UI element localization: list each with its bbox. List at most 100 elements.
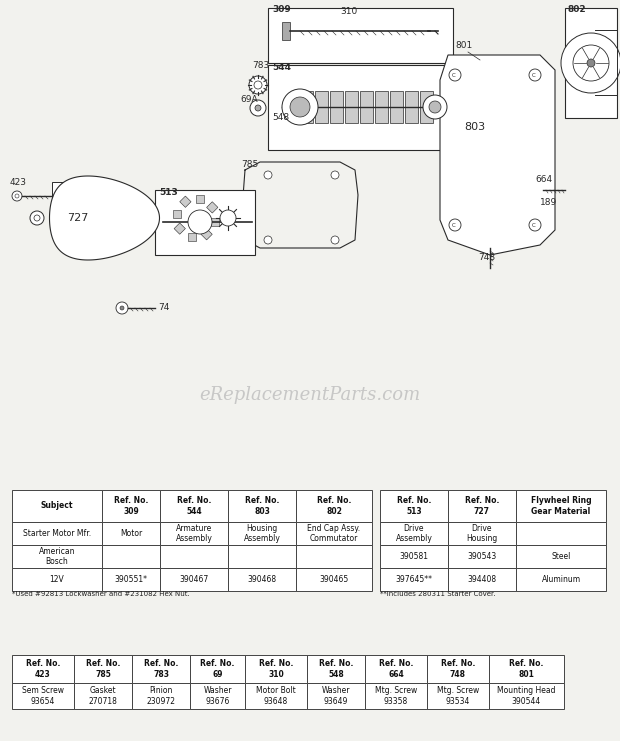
- Bar: [12, 683, 74, 709]
- Text: 803: 803: [464, 122, 485, 132]
- Bar: [132, 683, 190, 709]
- Bar: [201, 229, 212, 240]
- Circle shape: [264, 236, 272, 244]
- Text: Pinion
230972: Pinion 230972: [146, 686, 175, 705]
- Bar: [427, 683, 489, 709]
- Text: **Includes 280311 Starter Cover.: **Includes 280311 Starter Cover.: [380, 591, 495, 597]
- Circle shape: [59, 186, 65, 192]
- Text: Ref. No.
783: Ref. No. 783: [144, 659, 178, 679]
- Text: 390465: 390465: [319, 575, 348, 584]
- Circle shape: [529, 219, 541, 231]
- Bar: [12, 568, 102, 591]
- Text: 785: 785: [241, 160, 259, 169]
- Bar: [268, 65, 448, 150]
- Bar: [228, 490, 296, 522]
- Bar: [420, 91, 433, 123]
- Circle shape: [59, 201, 65, 207]
- Text: Drive
Housing: Drive Housing: [466, 524, 498, 543]
- Bar: [155, 190, 255, 255]
- Text: *Used #92813 Lockwasher and #231082 Hex Nut.: *Used #92813 Lockwasher and #231082 Hex …: [12, 591, 190, 597]
- Circle shape: [264, 171, 272, 179]
- Bar: [365, 683, 427, 709]
- Text: Ref. No.
513: Ref. No. 513: [397, 496, 431, 516]
- Bar: [12, 545, 102, 568]
- Bar: [12, 522, 102, 545]
- Text: Ref. No.
727: Ref. No. 727: [465, 496, 499, 516]
- Text: 69A: 69A: [240, 95, 258, 104]
- Circle shape: [188, 210, 212, 234]
- Text: 390467: 390467: [179, 575, 208, 584]
- Text: Ref. No.
748: Ref. No. 748: [441, 659, 475, 679]
- Bar: [160, 545, 228, 568]
- Bar: [174, 223, 185, 234]
- Text: C: C: [532, 223, 536, 228]
- Text: 394408: 394408: [467, 575, 497, 584]
- Text: 390551*: 390551*: [115, 575, 148, 584]
- Bar: [516, 490, 606, 522]
- Circle shape: [120, 306, 124, 310]
- Text: Armature
Assembly: Armature Assembly: [175, 524, 213, 543]
- Circle shape: [34, 215, 40, 221]
- Text: 548: 548: [272, 113, 289, 122]
- Polygon shape: [440, 55, 555, 255]
- Text: 423: 423: [10, 178, 27, 187]
- Circle shape: [331, 171, 339, 179]
- Bar: [330, 91, 343, 123]
- Bar: [160, 522, 228, 545]
- Circle shape: [429, 101, 441, 113]
- Text: Ref. No.
785: Ref. No. 785: [86, 659, 120, 679]
- Bar: [102, 522, 160, 545]
- Text: 397645**: 397645**: [396, 575, 433, 584]
- Text: 309: 309: [272, 5, 291, 14]
- Bar: [228, 568, 296, 591]
- Bar: [160, 568, 228, 591]
- Bar: [380, 568, 448, 591]
- Bar: [282, 22, 290, 40]
- Bar: [345, 91, 358, 123]
- Circle shape: [561, 33, 620, 93]
- Bar: [390, 91, 403, 123]
- Bar: [188, 233, 196, 241]
- Text: 189: 189: [540, 198, 557, 207]
- Bar: [160, 490, 228, 522]
- Bar: [540, 186, 545, 194]
- Text: 748: 748: [478, 253, 495, 262]
- Text: 513: 513: [159, 188, 178, 197]
- Bar: [132, 655, 190, 683]
- Bar: [196, 195, 204, 203]
- Bar: [102, 490, 160, 522]
- Bar: [296, 568, 372, 591]
- Circle shape: [255, 105, 261, 111]
- Text: Ref. No.
802: Ref. No. 802: [317, 496, 351, 516]
- Bar: [427, 655, 489, 683]
- Bar: [52, 182, 72, 210]
- Bar: [12, 655, 74, 683]
- Text: Ref. No.
69: Ref. No. 69: [200, 659, 235, 679]
- Text: 390468: 390468: [247, 575, 277, 584]
- Text: Washer
93676: Washer 93676: [203, 686, 232, 705]
- Bar: [380, 522, 448, 545]
- Text: Starter Motor Mfr.: Starter Motor Mfr.: [23, 529, 91, 538]
- Text: 801: 801: [455, 41, 472, 50]
- Bar: [268, 8, 453, 63]
- Bar: [489, 655, 564, 683]
- Circle shape: [449, 69, 461, 81]
- Text: Motor: Motor: [120, 529, 142, 538]
- Text: Ref. No.
544: Ref. No. 544: [177, 496, 211, 516]
- Bar: [296, 490, 372, 522]
- Text: 727: 727: [68, 213, 89, 223]
- Text: 664: 664: [535, 175, 552, 184]
- Text: Mtg. Screw
93534: Mtg. Screw 93534: [437, 686, 479, 705]
- Bar: [448, 568, 516, 591]
- Circle shape: [12, 191, 22, 201]
- Text: Ref. No.
423: Ref. No. 423: [26, 659, 60, 679]
- Text: Washer
93649: Washer 93649: [322, 686, 350, 705]
- Text: C: C: [452, 73, 456, 78]
- Text: Mtg. Screw
93358: Mtg. Screw 93358: [375, 686, 417, 705]
- Bar: [245, 655, 307, 683]
- Bar: [228, 522, 296, 545]
- Bar: [360, 91, 373, 123]
- Circle shape: [116, 302, 128, 314]
- Bar: [448, 490, 516, 522]
- Text: Housing
Assembly: Housing Assembly: [244, 524, 280, 543]
